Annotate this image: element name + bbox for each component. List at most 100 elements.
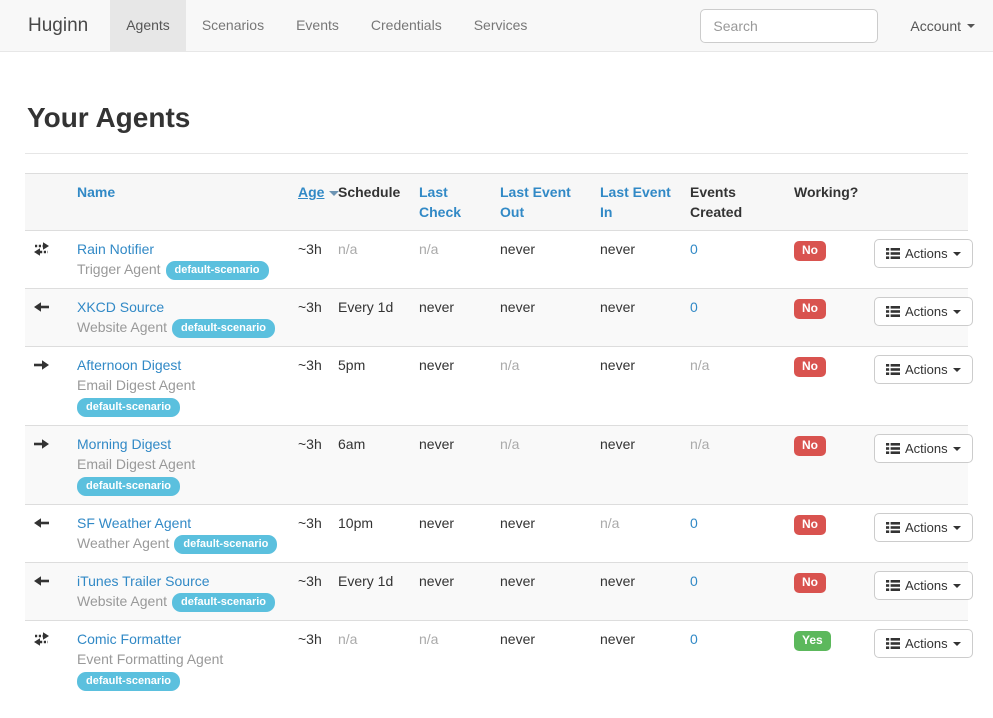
transfer-icon <box>33 631 61 647</box>
scenario-badge[interactable]: default-scenario <box>172 592 275 612</box>
events-created-count[interactable]: 0 <box>690 631 698 647</box>
caret-down-icon <box>952 367 961 372</box>
actions-label: Actions <box>905 362 948 377</box>
scenario-badge[interactable]: default-scenario <box>77 671 180 691</box>
working-badge: No <box>794 299 826 319</box>
list-icon <box>886 443 900 454</box>
column-header-name[interactable]: Name <box>69 173 290 231</box>
scenario-badge[interactable]: default-scenario <box>77 397 180 417</box>
last-event-out-cell: n/a <box>500 357 520 373</box>
column-header-last-event-out[interactable]: Last Event Out <box>492 173 592 231</box>
agent-subtitle: Weather Agent default-scenario <box>77 533 282 554</box>
last-event-in-cell: never <box>600 357 636 373</box>
events-created-count[interactable]: 0 <box>690 573 698 589</box>
last-check-cell: never <box>419 299 455 315</box>
last-event-out-cell: never <box>500 515 536 531</box>
last-check-cell: never <box>419 436 455 452</box>
arrow-right-icon <box>33 436 61 452</box>
events-created-count: n/a <box>690 357 710 373</box>
column-label: Events Created <box>690 184 743 220</box>
agent-name-link[interactable]: XKCD Source <box>77 299 165 315</box>
last-check-cell: n/a <box>419 631 439 647</box>
list-icon <box>886 580 900 591</box>
list-icon <box>886 364 900 375</box>
agent-type-label: Event Formatting Agent <box>77 651 224 667</box>
agents-table: Name Age Schedule Last Check Last Event Out L… <box>25 173 973 700</box>
agent-name-link[interactable]: SF Weather Agent <box>77 515 192 531</box>
last-event-out-cell: never <box>500 631 536 647</box>
actions-button[interactable]: Actions <box>874 297 973 326</box>
last-event-out-cell: never <box>500 241 536 257</box>
last-check-cell: n/a <box>419 241 439 257</box>
scenario-badge[interactable]: default-scenario <box>165 260 269 280</box>
actions-button[interactable]: Actions <box>874 239 973 268</box>
column-header-last-check[interactable]: Last Check <box>411 173 492 231</box>
working-badge: No <box>794 357 826 377</box>
actions-button[interactable]: Actions <box>874 355 973 384</box>
agent-subtitle: Email Digest Agent default-scenario <box>77 454 282 496</box>
caret-down-icon <box>952 641 961 646</box>
agent-name-link[interactable]: Afternoon Digest <box>77 357 182 373</box>
arrow-left-icon <box>33 573 61 589</box>
navbar-item-scenarios[interactable]: Scenarios <box>201 17 265 33</box>
last-check-cell: never <box>419 357 455 373</box>
search-input[interactable] <box>700 8 879 43</box>
last-event-out-cell: never <box>500 299 536 315</box>
list-icon <box>886 306 900 317</box>
events-created-count[interactable]: 0 <box>690 241 698 257</box>
agent-type-label: Website Agent <box>77 319 168 335</box>
column-header-age[interactable]: Age <box>290 173 340 231</box>
account-label: Account <box>910 17 961 34</box>
agent-subtitle: Trigger Agent default-scenario <box>77 259 282 280</box>
actions-button[interactable]: Actions <box>874 571 973 600</box>
events-created-count[interactable]: 0 <box>690 515 698 531</box>
column-header-blank <box>874 173 968 231</box>
table-row: XKCD Source Website Agent default-scenari… <box>25 288 973 347</box>
schedule-cell: 10pm <box>338 515 374 531</box>
account-dropdown[interactable]: Account <box>910 18 975 34</box>
column-header-working: Working? <box>786 173 874 231</box>
last-event-in-cell: never <box>600 631 636 647</box>
actions-button[interactable]: Actions <box>874 629 973 658</box>
last-event-out-cell: never <box>500 573 536 589</box>
events-created-count[interactable]: 0 <box>690 299 698 315</box>
actions-label: Actions <box>905 636 948 651</box>
arrow-left-icon <box>33 299 61 315</box>
column-header-last-event-in[interactable]: Last Event In <box>592 173 682 231</box>
age-cell: ~3h <box>298 357 322 373</box>
schedule-cell: n/a <box>338 631 358 647</box>
age-cell: ~3h <box>298 573 322 589</box>
caret-down-icon <box>952 525 961 530</box>
scenario-badge[interactable]: default-scenario <box>172 318 275 338</box>
brand-logo[interactable]: Huginn <box>28 15 89 36</box>
actions-button[interactable]: Actions <box>874 513 973 542</box>
agent-name-link[interactable]: iTunes Trailer Source <box>77 573 210 589</box>
actions-label: Actions <box>905 246 948 261</box>
agent-subtitle: Website Agent default-scenario <box>77 591 282 612</box>
table-row: Comic Formatter Event Formatting Agent de… <box>25 621 973 700</box>
column-header-schedule: Schedule <box>330 173 411 231</box>
scenario-badge[interactable]: default-scenario <box>174 534 278 554</box>
column-label: Name <box>77 184 116 200</box>
age-cell: ~3h <box>298 515 322 531</box>
last-check-cell: never <box>419 573 455 589</box>
agent-type-label: Weather Agent <box>77 535 170 551</box>
agent-name-link[interactable]: Comic Formatter <box>77 631 182 647</box>
navbar-item-agents[interactable]: Agents <box>110 0 186 51</box>
scenario-badge[interactable]: default-scenario <box>77 476 180 496</box>
navbar-item-services[interactable]: Services <box>473 17 528 33</box>
last-event-in-cell: never <box>600 436 636 452</box>
working-badge: No <box>794 436 826 456</box>
actions-label: Actions <box>905 520 948 535</box>
agent-type-label: Email Digest Agent <box>77 377 196 393</box>
navbar-item-credentials[interactable]: Credentials <box>370 17 442 33</box>
column-header-blank <box>25 173 69 231</box>
table-header-row: Name Age Schedule Last Check Last Event Out L… <box>25 173 968 231</box>
navbar-item-events[interactable]: Events <box>296 17 339 33</box>
sort-caret-icon <box>329 190 340 196</box>
agent-subtitle: Website Agent default-scenario <box>77 317 282 338</box>
agent-name-link[interactable]: Rain Notifier <box>77 241 155 257</box>
actions-button[interactable]: Actions <box>874 434 973 463</box>
column-label: Last Event Out <box>500 184 571 220</box>
agent-name-link[interactable]: Morning Digest <box>77 436 172 452</box>
